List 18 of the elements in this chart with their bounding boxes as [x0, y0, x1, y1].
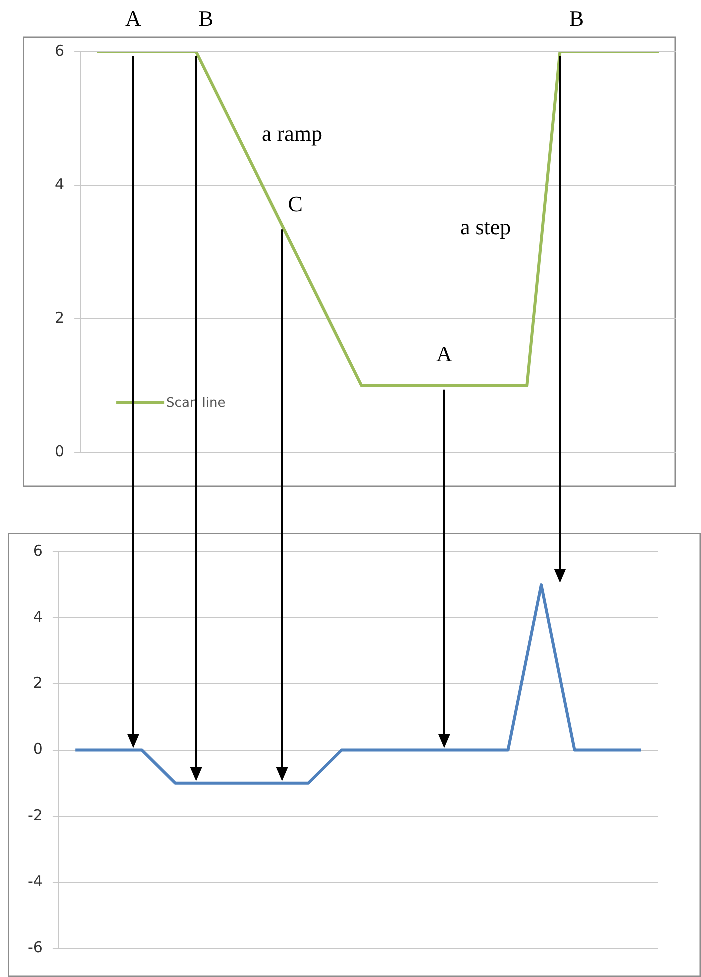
y-tick-label: -6: [28, 938, 43, 956]
y-tick-label: 6: [54, 42, 65, 60]
y-tick-label: 0: [33, 740, 43, 758]
y-tick-label: -4: [28, 872, 43, 890]
y-tick-label: 2: [54, 308, 65, 327]
y-tick-label: -2: [28, 806, 43, 824]
text: B: [569, 6, 584, 31]
annotation: A: [436, 342, 452, 367]
text: A: [126, 6, 142, 31]
annotation: a step: [460, 214, 512, 240]
y-tick-label: 2: [33, 674, 43, 692]
text: B: [198, 6, 214, 31]
y-tick-label: 4: [33, 608, 43, 626]
y-tick-label: 6: [33, 542, 43, 560]
annotation: C: [288, 191, 303, 216]
y-tick-label: 0: [54, 442, 65, 460]
annotation: a ramp: [262, 121, 322, 146]
y-tick-label: 4: [54, 175, 65, 194]
